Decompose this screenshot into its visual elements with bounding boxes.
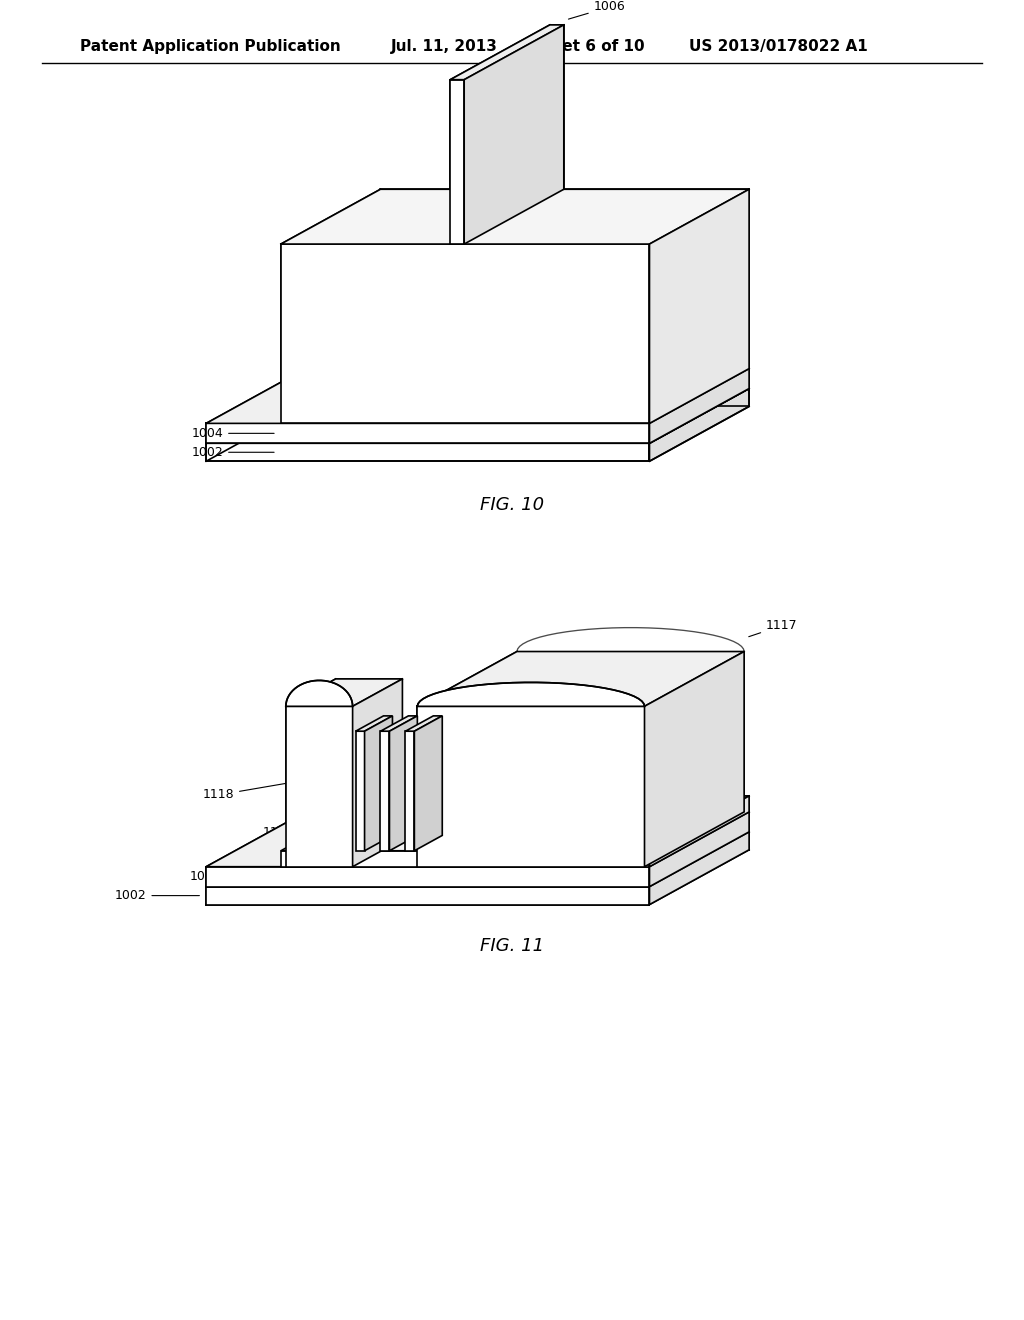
Polygon shape: [418, 652, 744, 706]
Polygon shape: [381, 715, 418, 731]
Polygon shape: [649, 796, 750, 867]
Polygon shape: [451, 25, 564, 79]
Polygon shape: [206, 444, 649, 461]
Polygon shape: [644, 652, 744, 867]
Polygon shape: [206, 832, 750, 887]
Polygon shape: [206, 812, 750, 867]
Polygon shape: [206, 887, 649, 904]
Polygon shape: [418, 706, 644, 867]
Polygon shape: [281, 244, 649, 424]
Polygon shape: [649, 388, 750, 461]
Polygon shape: [406, 731, 415, 851]
Polygon shape: [281, 851, 649, 867]
Polygon shape: [355, 715, 392, 731]
Polygon shape: [649, 832, 750, 904]
Text: 1118: 1118: [203, 783, 291, 801]
Polygon shape: [355, 731, 365, 851]
Text: US 2013/0178022 A1: US 2013/0178022 A1: [689, 40, 868, 54]
Polygon shape: [206, 368, 750, 424]
Text: Sheet 6 of 10: Sheet 6 of 10: [530, 40, 644, 54]
Text: 1111: 1111: [371, 846, 443, 870]
Polygon shape: [649, 368, 750, 444]
Text: Jul. 11, 2013: Jul. 11, 2013: [390, 40, 498, 54]
Text: FIG. 10: FIG. 10: [480, 496, 544, 513]
Polygon shape: [418, 682, 644, 706]
Polygon shape: [206, 388, 750, 444]
Text: 1002: 1002: [191, 446, 274, 459]
Text: 1116: 1116: [649, 780, 703, 793]
Polygon shape: [286, 678, 402, 706]
Polygon shape: [352, 678, 402, 867]
Text: FIG. 11: FIG. 11: [480, 937, 544, 956]
Text: 1006: 1006: [293, 853, 325, 865]
Polygon shape: [415, 715, 442, 851]
Polygon shape: [406, 715, 442, 731]
Polygon shape: [286, 680, 352, 706]
Text: 1117: 1117: [749, 619, 798, 636]
Polygon shape: [389, 715, 418, 851]
Polygon shape: [381, 731, 389, 851]
Polygon shape: [464, 25, 564, 244]
Text: 1006: 1006: [568, 0, 626, 18]
Polygon shape: [281, 796, 750, 851]
Text: 1108: 1108: [394, 787, 469, 805]
Polygon shape: [451, 79, 464, 244]
Polygon shape: [281, 189, 750, 244]
Text: 1109: 1109: [262, 826, 351, 840]
Polygon shape: [206, 867, 649, 887]
Text: 1002: 1002: [115, 890, 200, 902]
Text: 1004: 1004: [189, 870, 274, 883]
Text: 1004: 1004: [191, 426, 274, 440]
Polygon shape: [649, 812, 750, 887]
Text: Patent Application Publication: Patent Application Publication: [80, 40, 340, 54]
Polygon shape: [649, 189, 750, 424]
Polygon shape: [206, 424, 649, 444]
Polygon shape: [286, 706, 352, 867]
Polygon shape: [365, 715, 392, 851]
